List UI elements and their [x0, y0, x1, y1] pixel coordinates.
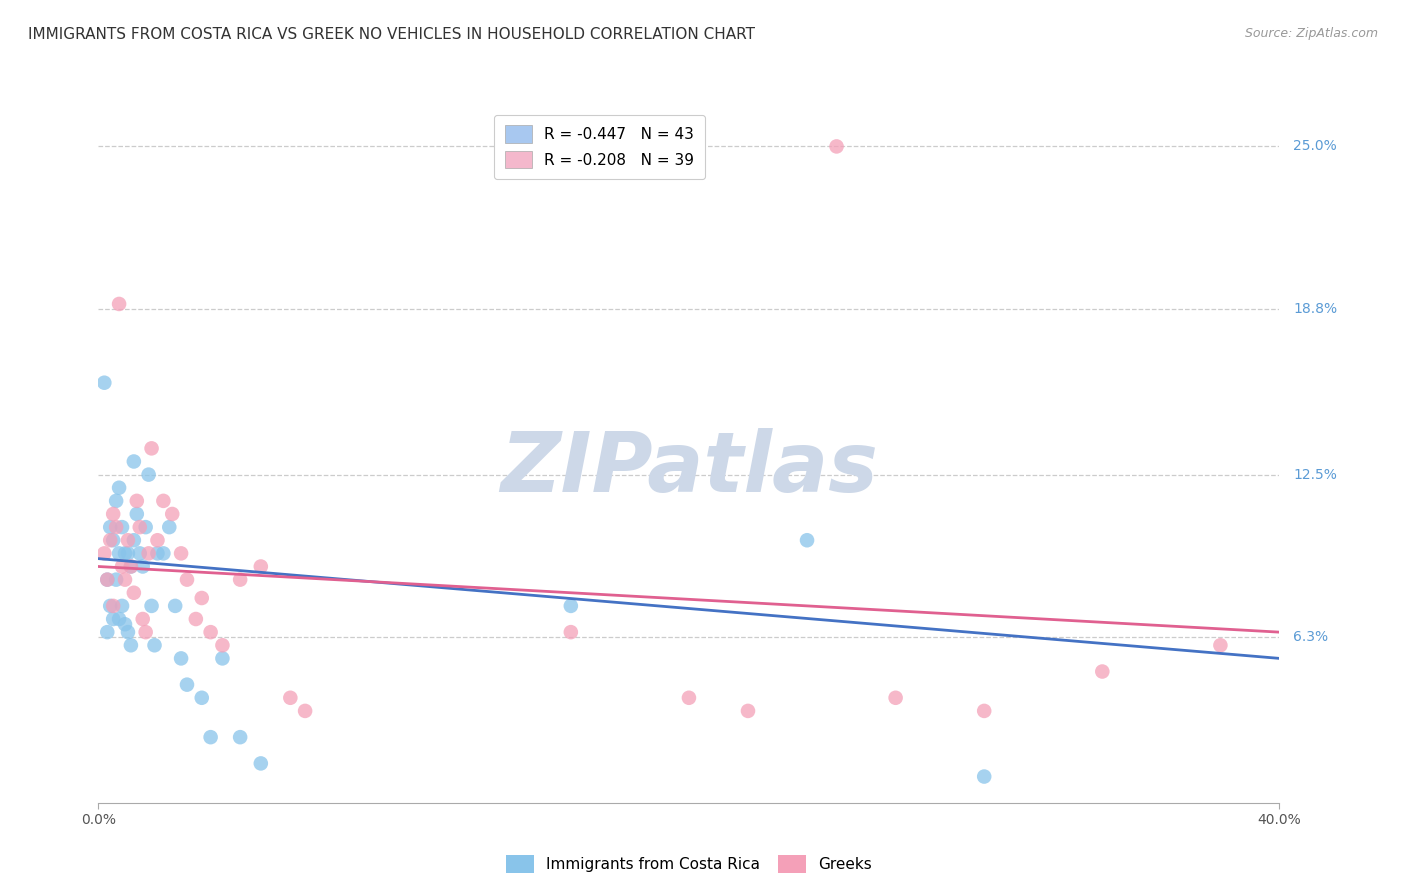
Point	[120, 559, 142, 574]
Point	[98, 533, 121, 548]
Point	[128, 546, 150, 560]
Point	[560, 625, 582, 640]
Point	[117, 533, 139, 548]
Point	[176, 678, 198, 692]
Point	[211, 638, 233, 652]
Point	[884, 690, 907, 705]
Point	[973, 770, 995, 784]
Point	[560, 599, 582, 613]
Point	[250, 559, 273, 574]
Point	[98, 599, 121, 613]
Point	[96, 573, 118, 587]
Point	[96, 625, 118, 640]
Point	[108, 481, 131, 495]
Point	[135, 625, 157, 640]
Point	[111, 599, 134, 613]
Point	[135, 520, 157, 534]
Point	[157, 520, 180, 534]
Point	[114, 546, 136, 560]
Point	[125, 494, 148, 508]
Point	[294, 704, 316, 718]
Point	[170, 546, 193, 560]
Point	[114, 617, 136, 632]
Point	[170, 651, 193, 665]
Point	[1209, 638, 1232, 652]
Point	[125, 507, 148, 521]
Point	[796, 533, 818, 548]
Point	[162, 507, 183, 521]
Point	[146, 533, 169, 548]
Point	[120, 638, 142, 652]
Point	[128, 520, 150, 534]
Point	[105, 573, 128, 587]
Point	[103, 533, 125, 548]
Point	[165, 599, 187, 613]
Point	[93, 546, 115, 560]
Point	[138, 467, 160, 482]
Point	[191, 690, 214, 705]
Text: 6.3%: 6.3%	[1294, 631, 1329, 644]
Point	[93, 376, 115, 390]
Point	[200, 625, 222, 640]
Text: 18.8%: 18.8%	[1294, 302, 1337, 316]
Point	[176, 573, 198, 587]
Point	[108, 612, 131, 626]
Point	[191, 591, 214, 605]
Point	[146, 546, 169, 560]
Point	[111, 559, 134, 574]
Point	[143, 638, 166, 652]
Point	[122, 586, 145, 600]
Text: IMMIGRANTS FROM COSTA RICA VS GREEK NO VEHICLES IN HOUSEHOLD CORRELATION CHART: IMMIGRANTS FROM COSTA RICA VS GREEK NO V…	[28, 27, 755, 42]
Point	[737, 704, 759, 718]
Point	[96, 573, 118, 587]
Text: 25.0%: 25.0%	[1294, 139, 1337, 153]
Point	[211, 651, 233, 665]
Point	[105, 494, 128, 508]
Legend: Immigrants from Costa Rica, Greeks: Immigrants from Costa Rica, Greeks	[501, 849, 877, 879]
Point	[122, 454, 145, 468]
Point	[141, 442, 163, 456]
Point	[138, 546, 160, 560]
Point	[229, 730, 252, 744]
Point	[973, 704, 995, 718]
Point	[120, 559, 142, 574]
Text: ZIPatlas: ZIPatlas	[501, 428, 877, 509]
Point	[250, 756, 273, 771]
Point	[105, 520, 128, 534]
Point	[229, 573, 252, 587]
Point	[98, 520, 121, 534]
Point	[132, 612, 155, 626]
Point	[678, 690, 700, 705]
Point	[200, 730, 222, 744]
Text: 12.5%: 12.5%	[1294, 467, 1337, 482]
Point	[141, 599, 163, 613]
Text: Source: ZipAtlas.com: Source: ZipAtlas.com	[1244, 27, 1378, 40]
Point	[103, 612, 125, 626]
Point	[103, 507, 125, 521]
Point	[103, 599, 125, 613]
Point	[184, 612, 207, 626]
Point	[1091, 665, 1114, 679]
Point	[108, 546, 131, 560]
Point	[111, 520, 134, 534]
Point	[132, 559, 155, 574]
Point	[152, 546, 174, 560]
Point	[152, 494, 174, 508]
Point	[825, 139, 848, 153]
Point	[114, 573, 136, 587]
Point	[278, 690, 302, 705]
Point	[108, 297, 131, 311]
Point	[117, 546, 139, 560]
Point	[122, 533, 145, 548]
Point	[117, 625, 139, 640]
